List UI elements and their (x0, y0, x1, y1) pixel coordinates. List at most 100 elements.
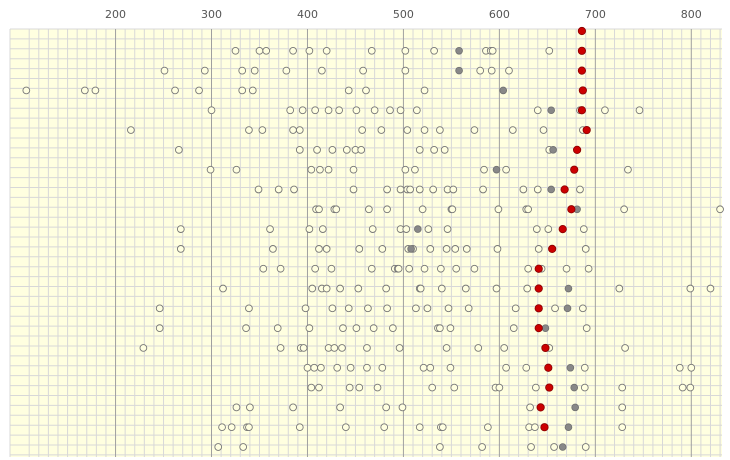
open-point (487, 66, 496, 75)
open-point (394, 264, 403, 273)
open-point (539, 126, 548, 134)
open-point (411, 165, 419, 174)
open-point (324, 106, 333, 115)
open-point (581, 443, 590, 451)
open-point (474, 344, 483, 352)
open-point (533, 106, 542, 115)
open-point (686, 383, 695, 392)
open-point (446, 324, 455, 332)
open-point (550, 443, 558, 451)
open-point (317, 363, 325, 372)
open-point (380, 423, 389, 432)
open-point (328, 304, 337, 313)
open-point (415, 146, 424, 154)
highlight-point (558, 224, 567, 234)
open-point (470, 126, 479, 134)
highlight-point (573, 145, 582, 154)
open-point (311, 106, 319, 115)
open-point (232, 165, 241, 174)
open-point (402, 225, 411, 233)
open-point (533, 185, 542, 194)
open-point (269, 245, 277, 253)
open-point (383, 205, 391, 214)
open-point (322, 245, 331, 253)
highlight-point (578, 86, 587, 95)
highlight-point (548, 244, 557, 254)
open-point (396, 185, 405, 194)
open-point (479, 185, 487, 194)
open-point (231, 46, 240, 55)
highlight-point (577, 106, 587, 115)
open-point (22, 86, 31, 95)
open-point (406, 185, 414, 194)
open-point (420, 264, 429, 273)
open-point (363, 344, 371, 352)
open-point (377, 126, 386, 134)
open-point (423, 304, 432, 313)
gray-point (547, 185, 555, 194)
gray-point (564, 423, 573, 431)
open-point (346, 363, 355, 372)
open-point (395, 344, 404, 352)
open-point (451, 245, 460, 253)
open-point (420, 86, 429, 95)
open-point (307, 165, 316, 174)
open-point (544, 225, 553, 233)
open-point (290, 185, 298, 194)
open-point (336, 284, 344, 293)
open-point (311, 264, 319, 273)
open-point (276, 264, 285, 273)
open-point (389, 324, 397, 332)
open-point (80, 86, 89, 95)
open-point (581, 245, 590, 253)
open-point (282, 66, 291, 75)
open-point (448, 205, 457, 214)
open-point (227, 423, 236, 432)
open-point (509, 324, 518, 332)
open-point (365, 205, 373, 214)
open-point (328, 146, 337, 154)
open-point (248, 86, 257, 95)
highlight-point (534, 264, 543, 273)
open-point (601, 106, 609, 115)
open-point (358, 126, 367, 134)
open-point (274, 185, 283, 194)
open-point (299, 344, 308, 352)
open-point (524, 205, 533, 214)
open-point (295, 423, 304, 432)
open-point (461, 284, 470, 293)
open-point (378, 245, 387, 253)
open-point (444, 304, 453, 313)
open-point (443, 225, 452, 233)
gray-point (455, 47, 463, 55)
open-point (511, 304, 520, 313)
open-point (430, 146, 438, 154)
open-point (245, 423, 253, 432)
open-point (452, 264, 461, 273)
open-point (155, 324, 164, 332)
open-point (219, 284, 227, 293)
open-point (289, 126, 297, 134)
gray-point (571, 403, 579, 412)
open-point (232, 403, 241, 412)
open-point (214, 443, 223, 451)
open-point (420, 126, 429, 134)
open-point (352, 106, 361, 115)
open-point (258, 126, 267, 134)
open-point (307, 383, 316, 392)
open-point (562, 264, 571, 273)
open-point (437, 284, 446, 293)
open-point (383, 185, 391, 194)
open-point (442, 344, 451, 352)
open-point (362, 86, 370, 95)
open-point (339, 324, 347, 332)
open-point (155, 304, 164, 313)
open-point (576, 185, 584, 194)
open-point (370, 106, 379, 115)
open-point (322, 46, 331, 55)
open-point (342, 146, 351, 154)
x-tick-label: 700 (585, 8, 606, 21)
open-point (352, 324, 361, 332)
open-point (580, 363, 589, 372)
